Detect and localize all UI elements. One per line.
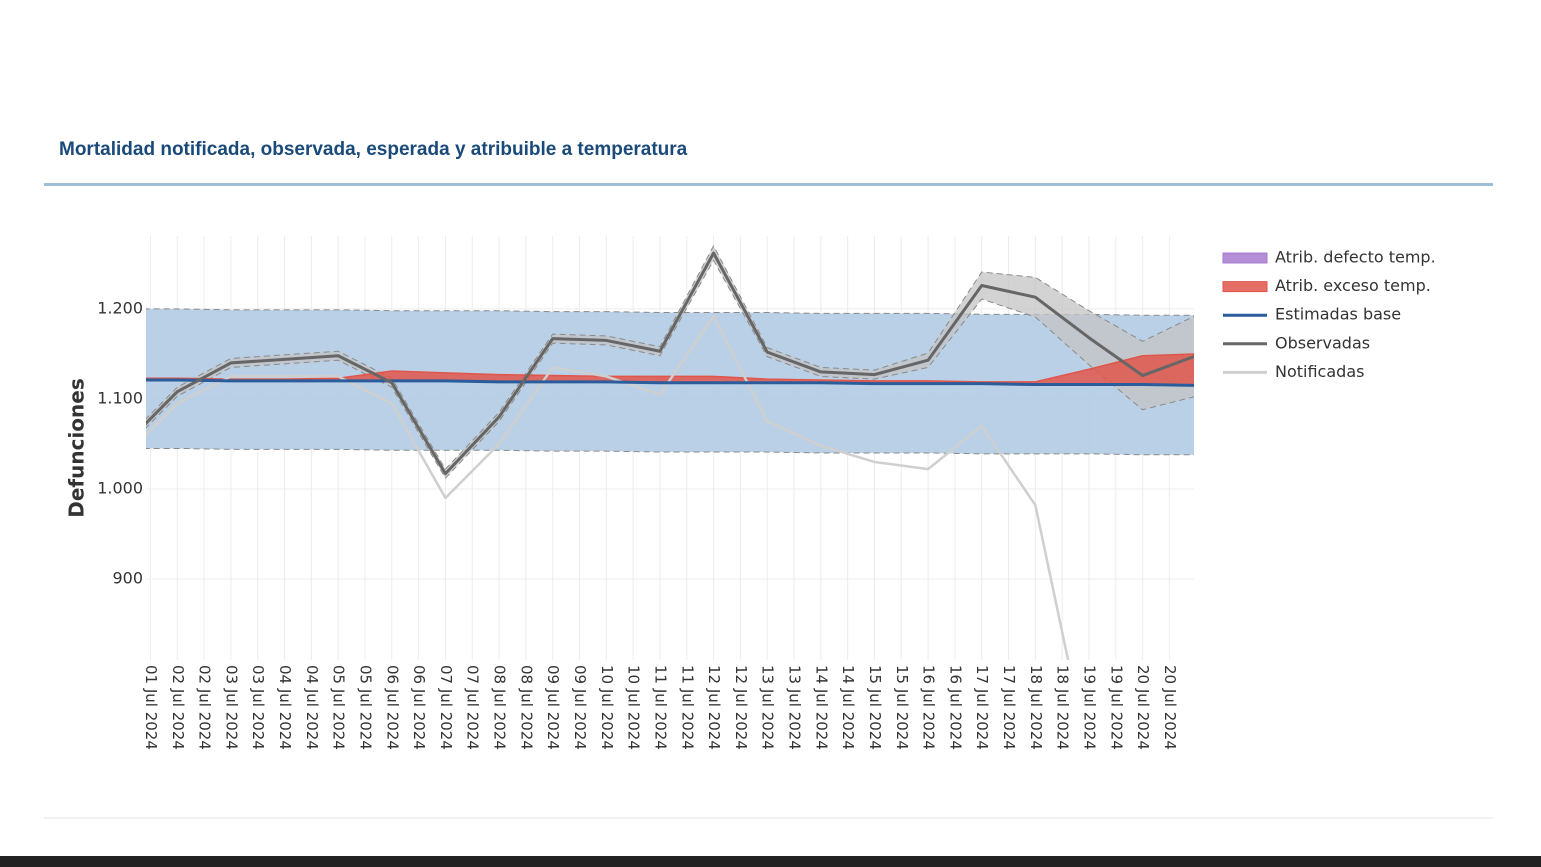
x-tick-label: 04 Jul 2024 — [303, 665, 321, 750]
x-tick-label: 08 Jul 2024 — [491, 665, 509, 750]
x-tick-label: 11 Jul 2024 — [651, 665, 669, 750]
x-tick-label: 03 Jul 2024 — [249, 665, 267, 750]
series-line — [146, 447, 1194, 456]
x-tick-label: 09 Jul 2024 — [544, 665, 562, 750]
legend: Atrib. defecto temp. Atrib. exceso temp. E… — [1222, 248, 1436, 381]
x-tick-label: 06 Jul 2024 — [383, 665, 401, 750]
series-line — [146, 259, 1194, 479]
y-axis-label: Defunciones — [65, 378, 89, 518]
x-tick-label: 12 Jul 2024 — [732, 665, 750, 750]
x-tick-label: 16 Jul 2024 — [946, 665, 964, 750]
x-tick-label: 10 Jul 2024 — [598, 665, 616, 750]
x-tick-label: 10 Jul 2024 — [625, 665, 643, 750]
x-tick-label: 04 Jul 2024 — [276, 665, 294, 750]
x-tick-label: 03 Jul 2024 — [222, 665, 240, 750]
x-tick-label: 05 Jul 2024 — [330, 665, 348, 750]
x-tick-label: 17 Jul 2024 — [973, 665, 991, 750]
series-line — [146, 308, 1194, 316]
x-tick-label: 20 Jul 2024 — [1161, 665, 1179, 750]
legend-label: Estimadas base — [1275, 305, 1401, 324]
x-tick-label: 14 Jul 2024 — [839, 665, 857, 750]
x-tick-label: 12 Jul 2024 — [705, 665, 723, 750]
series-line — [146, 245, 1194, 470]
x-tick-label: 20 Jul 2024 — [1134, 665, 1152, 750]
x-tick-label: 15 Jul 2024 — [866, 665, 884, 750]
x-tick-label: 14 Jul 2024 — [812, 665, 830, 750]
legend-label: Atrib. exceso temp. — [1275, 276, 1431, 295]
legend-label: Notificadas — [1275, 362, 1364, 381]
band — [146, 245, 1194, 479]
x-tick-label: 02 Jul 2024 — [169, 665, 187, 750]
legend-label: Observadas — [1275, 333, 1370, 352]
legend-swatch — [1222, 281, 1268, 293]
x-tick-label: 19 Jul 2024 — [1107, 665, 1125, 750]
x-tick-label: 13 Jul 2024 — [759, 665, 777, 750]
x-tick-label: 18 Jul 2024 — [1054, 665, 1072, 750]
y-tick-label: 1.200 — [97, 298, 143, 317]
bottom-bar — [0, 856, 1541, 867]
x-tick-label: 02 Jul 2024 — [196, 665, 214, 750]
x-tick-label: 11 Jul 2024 — [678, 665, 696, 750]
x-tick-label: 01 Jul 2024 — [142, 665, 160, 750]
plot-area — [146, 245, 1194, 660]
legend-swatch — [1222, 252, 1268, 264]
x-tick-label: 17 Jul 2024 — [1000, 665, 1018, 750]
y-tick-label: 1.100 — [97, 388, 143, 407]
x-tick-label: 06 Jul 2024 — [410, 665, 428, 750]
y-tick-label: 1.000 — [97, 478, 143, 497]
x-tick-label: 15 Jul 2024 — [893, 665, 911, 750]
x-tick-label: 09 Jul 2024 — [571, 665, 589, 750]
chart-title: Mortalidad notificada, observada, espera… — [59, 139, 688, 160]
x-tick-label: 07 Jul 2024 — [464, 665, 482, 750]
x-tick-label: 18 Jul 2024 — [1027, 665, 1045, 750]
series-line — [146, 378, 1194, 387]
x-tick-label: 13 Jul 2024 — [786, 665, 804, 750]
x-tick-label: 07 Jul 2024 — [437, 665, 455, 750]
axes: 900 1.000 1.100 1.200 01 Jul 2024 02 Jul 2024… — [97, 298, 1179, 749]
legend-label: Atrib. defecto temp. — [1275, 248, 1436, 267]
x-tick-label: 08 Jul 2024 — [517, 665, 535, 750]
x-tick-label: 05 Jul 2024 — [356, 665, 374, 750]
x-tick-label: 19 Jul 2024 — [1080, 665, 1098, 750]
series-line — [146, 251, 1194, 476]
x-tick-label: 16 Jul 2024 — [920, 665, 938, 750]
y-tick-label: 900 — [112, 568, 143, 587]
series-line — [146, 314, 1070, 660]
